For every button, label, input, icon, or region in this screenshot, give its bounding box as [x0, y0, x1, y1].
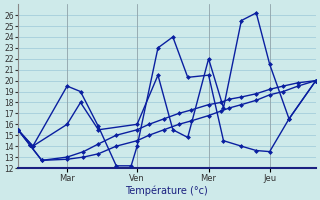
X-axis label: Température (°c): Température (°c) [125, 185, 208, 196]
